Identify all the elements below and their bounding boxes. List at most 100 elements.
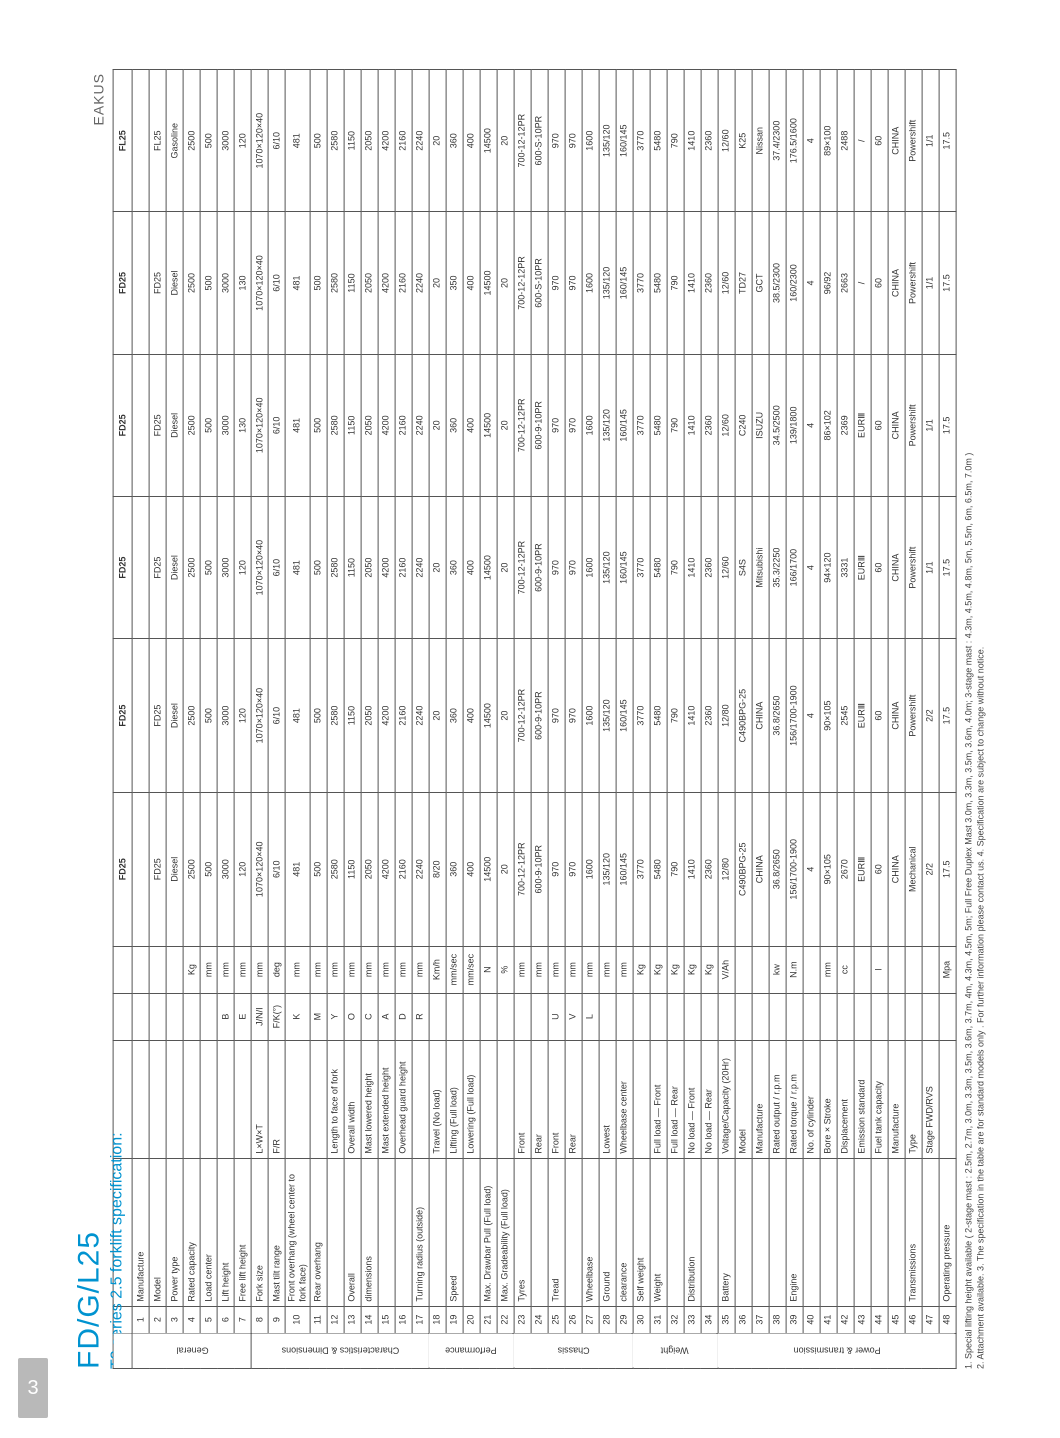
spec-value: Gasoline <box>166 70 183 212</box>
spec-value <box>132 639 149 793</box>
spec-value: 700-12-12PR <box>514 212 531 354</box>
row-index: 10 <box>285 1306 310 1333</box>
spec-value: 60 <box>871 496 888 638</box>
row-unit: Km/h <box>429 946 446 993</box>
table-row: 34No load — RearKg2360236023602360236023… <box>701 70 718 1369</box>
spec-value: 500 <box>200 70 217 212</box>
row-sublabel: Type <box>905 1040 922 1158</box>
spec-value: 2160 <box>395 792 412 946</box>
spec-value: 2580 <box>327 70 344 212</box>
spec-value: 14500 <box>480 70 497 212</box>
row-sublabel: Manufacture <box>888 1040 905 1158</box>
spec-value: EURⅢ <box>854 792 871 946</box>
spec-value: 970 <box>548 639 565 793</box>
row-unit: mm <box>616 946 633 993</box>
spec-value: 1600 <box>582 496 599 638</box>
row-index: 9 <box>268 1306 285 1333</box>
row-symbol: J/N/I <box>251 993 268 1040</box>
spec-value: 35.3/2250 <box>769 496 786 638</box>
spec-value: 970 <box>548 212 565 354</box>
row-index: 39 <box>786 1306 803 1333</box>
spec-value: 3770 <box>633 639 650 793</box>
row-unit: l <box>871 946 888 993</box>
spec-value: 500 <box>310 496 327 638</box>
spec-value: 2050 <box>361 639 378 793</box>
spec-value: EURⅢ <box>854 354 871 496</box>
row-label <box>378 1158 395 1306</box>
row-unit: Mpa <box>939 946 956 993</box>
row-label: Operating pressure <box>939 1158 956 1306</box>
row-label: Mast tilt range <box>268 1158 285 1306</box>
row-label <box>922 1158 939 1306</box>
spec-value: 14500 <box>480 496 497 638</box>
spec-value: 2360 <box>701 70 718 212</box>
row-symbol: Y <box>327 993 344 1040</box>
row-index: 27 <box>582 1306 599 1333</box>
row-symbol <box>820 993 837 1040</box>
spec-value: 3770 <box>633 792 650 946</box>
spec-value: 36.8/2650 <box>769 639 786 793</box>
row-label: clearance <box>616 1158 633 1306</box>
row-symbol <box>769 993 786 1040</box>
row-label: Lift height <box>217 1158 234 1306</box>
spec-value: 2050 <box>361 212 378 354</box>
row-sublabel: Length to face of fork <box>327 1040 344 1158</box>
spec-table: FD25FD25FD25FD25FD25FL25General1Manufact… <box>113 69 957 1369</box>
row-sublabel <box>149 1040 166 1158</box>
spec-value: 360 <box>446 792 463 946</box>
spec-value: 500 <box>310 639 327 793</box>
group-label: Performance <box>429 1333 514 1368</box>
spec-value: 4 <box>803 639 820 793</box>
table-row: 20Lowering (Full load)mm/sec400400400400… <box>463 70 480 1369</box>
spec-value: C490BPG-25 <box>735 639 752 793</box>
row-label: Rated capacity <box>183 1158 200 1306</box>
spec-value: 1070×120×40 <box>251 792 268 946</box>
spec-value: Powershift <box>905 212 922 354</box>
row-symbol <box>752 993 769 1040</box>
table-row: 5Load centermm500500500500500500 <box>200 70 217 1369</box>
row-symbol <box>166 993 183 1040</box>
spec-value: 20 <box>497 792 514 946</box>
spec-value: 1600 <box>582 792 599 946</box>
group-label: Chassis <box>514 1333 633 1368</box>
spec-value: 700-12-12PR <box>514 639 531 793</box>
spec-value: 3000 <box>217 212 234 354</box>
spec-value: CHINA <box>888 792 905 946</box>
spec-value: 130 <box>234 354 251 496</box>
row-symbol <box>633 993 650 1040</box>
row-symbol: U <box>548 993 565 1040</box>
spec-value: 60 <box>871 354 888 496</box>
spec-value: 6/10 <box>268 70 285 212</box>
spec-value: CHINA <box>888 639 905 793</box>
spec-value: 3770 <box>633 212 650 354</box>
row-sublabel: Fuel tank capacity <box>871 1040 888 1158</box>
row-symbol <box>480 993 497 1040</box>
row-unit: mm <box>361 946 378 993</box>
row-label <box>667 1158 684 1306</box>
model-header: FD25 <box>113 212 132 354</box>
spec-value: 14500 <box>480 354 497 496</box>
row-label <box>531 1158 548 1306</box>
row-label: Speed <box>446 1158 463 1306</box>
spec-value: 1150 <box>344 639 361 793</box>
row-symbol <box>497 993 514 1040</box>
spec-value: 4200 <box>378 496 395 638</box>
spec-value: 14500 <box>480 639 497 793</box>
table-row: 33DistributionNo load — FrontKg141014101… <box>684 70 701 1369</box>
row-label: Load center <box>200 1158 217 1306</box>
row-sublabel: Wheelbase center <box>616 1040 633 1158</box>
footnote-line: 1. Special lifting height available ( 2-… <box>962 69 975 1369</box>
header-blank <box>113 946 132 993</box>
row-sublabel: Rated output / r.p.m <box>769 1040 786 1158</box>
spec-value: 3770 <box>633 496 650 638</box>
table-row: 39EngineRated torque / r.p.mN.m156/1700-… <box>786 70 803 1369</box>
row-index: 34 <box>701 1306 718 1333</box>
spec-value: 1070×120×40 <box>251 70 268 212</box>
table-row: 26RearVmm970970970970970970 <box>565 70 582 1369</box>
spec-value: 600-9-10PR <box>531 496 548 638</box>
row-sublabel: L×W×T <box>251 1040 268 1158</box>
row-symbol: E <box>234 993 251 1040</box>
row-label <box>395 1158 412 1306</box>
spec-value: FD25 <box>149 639 166 793</box>
spec-value: 1410 <box>684 639 701 793</box>
